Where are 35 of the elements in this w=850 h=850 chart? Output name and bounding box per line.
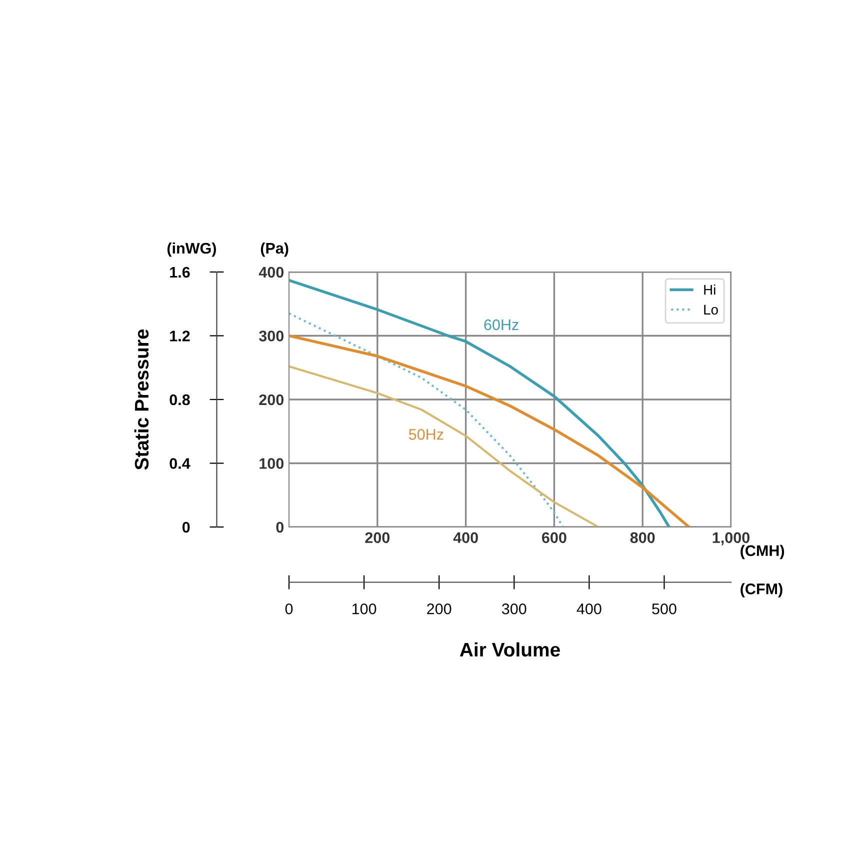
legend-label: Hi [704,284,716,295]
y2-axis-title: Static Pressure [134,329,149,470]
x2-axis-title: (CFM) [740,583,782,598]
y-tick-label: 0 [276,522,284,533]
x-tick-label: 600 [542,532,566,544]
text: (CMH) [740,544,784,560]
y2-tick-label: 0.8 [170,394,190,406]
line-series [289,365,600,527]
y2-tick-label: 0.4 [170,458,190,469]
y2-tick-label: 1.2 [170,330,190,342]
line-series [289,334,690,527]
x2-tick-label: 300 [502,603,526,614]
y-tick-label: 300 [259,330,284,342]
annotation: 50Hz [408,429,444,440]
x2-tick-label: 100 [352,603,376,614]
x-tick-label: 800 [630,532,655,544]
x-tick-label: 200 [365,532,390,544]
y-tick-label: 400 [258,266,284,278]
x2-tick-label: 0 [285,603,293,614]
x-axis-title: Air Volume [460,642,560,657]
x-tick-label: 400 [453,532,478,544]
y-tick-label: 200 [259,394,284,406]
annotation: 60Hz [484,319,518,330]
x2-tick-label: 400 [576,603,602,614]
legend-label: Lo [704,304,718,315]
y-tick-label: 100 [260,458,284,469]
x2-tick-label: 500 [652,603,676,614]
text: (Pa) [260,242,288,257]
y2-tick-label: 1.6 [170,266,190,278]
y2-tick-label: 0 [182,522,190,533]
x-tick-label: 1,000 [712,532,750,546]
text: (inWG) [167,242,216,257]
line-series [289,312,564,527]
line-series [289,278,671,527]
x2-tick-label: 200 [427,603,452,614]
